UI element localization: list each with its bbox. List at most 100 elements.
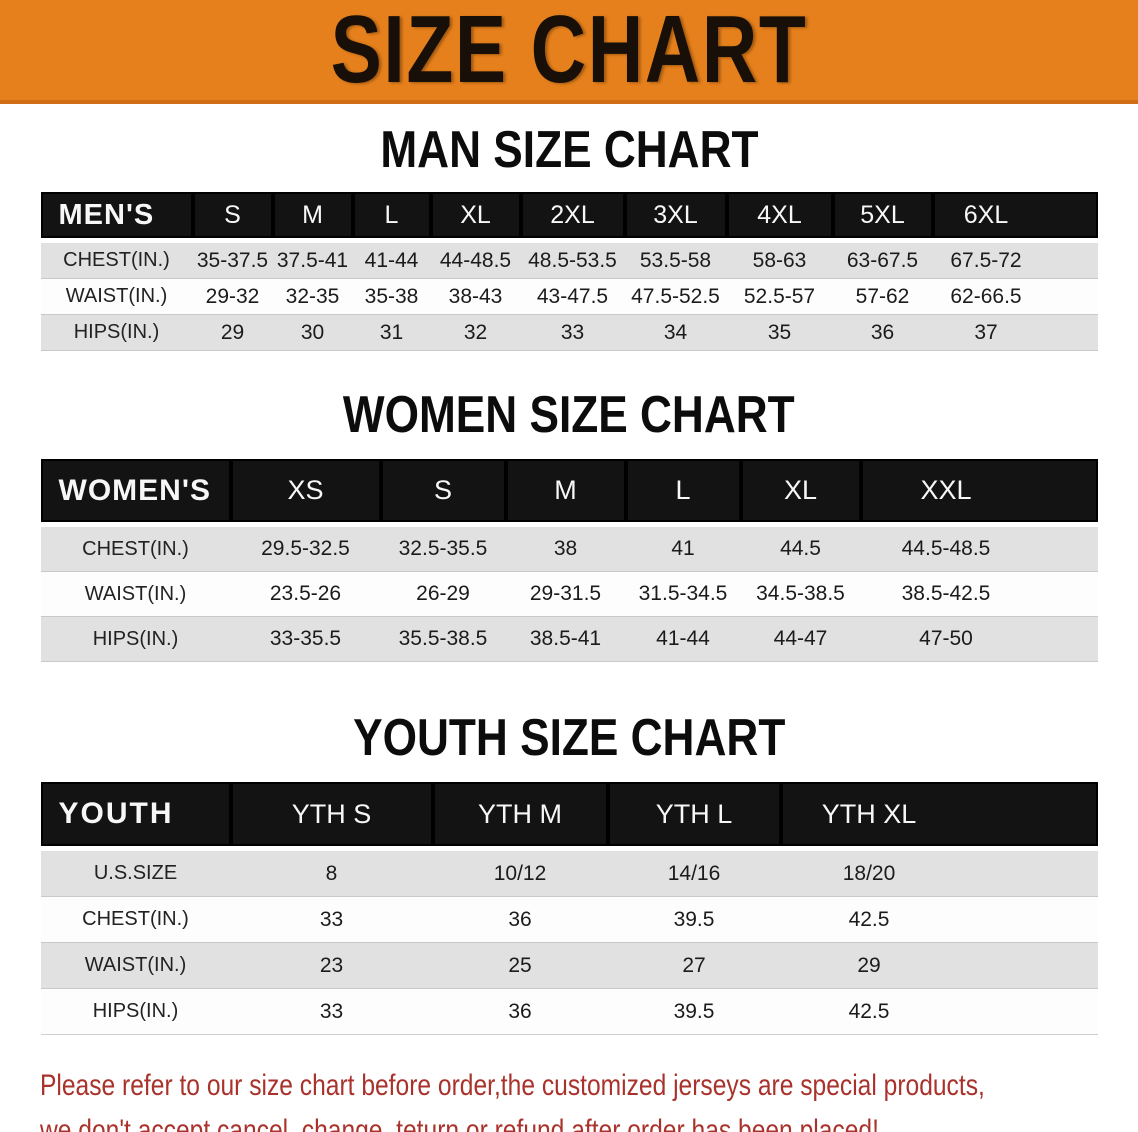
size-value-cell: 57-62	[832, 278, 933, 315]
size-value-cell: 58-63	[726, 240, 833, 279]
size-value-cell: 35-37.5	[192, 240, 273, 279]
measurement-row: CHEST(IN.) 33 36 39.5 42.5	[40, 896, 1098, 943]
size-value-cell: 8	[230, 848, 433, 897]
size-column-header: YTH L	[607, 782, 781, 851]
measurement-row-label: WAIST(IN.)	[40, 278, 193, 315]
size-value-cell: 31.5-34.5	[625, 571, 741, 617]
size-value-cell: 34	[624, 314, 727, 351]
size-table-header-row: MEN'S S M L XL 2XL 3XL 4XL 5XL 6XL	[40, 192, 1098, 243]
size-column-header: YTH M	[432, 782, 608, 851]
size-value-cell: 44.5-48.5	[860, 524, 1098, 572]
size-value-cell: 37	[932, 314, 1098, 351]
table-group-label: MEN'S	[40, 192, 193, 243]
size-value-cell: 41-44	[625, 616, 741, 662]
size-value-cell: 33-35.5	[230, 616, 381, 662]
size-column-header: 5XL	[832, 192, 933, 243]
size-table-header-row: YOUTH YTH S YTH M YTH L YTH XL	[40, 782, 1098, 851]
size-value-cell: 29	[192, 314, 273, 351]
measurement-row-label: WAIST(IN.)	[40, 571, 231, 617]
size-column-header: 3XL	[624, 192, 727, 243]
disclaimer-line-2: we don't accept cancel, change, teturn o…	[40, 1114, 879, 1132]
size-value-cell: 34.5-38.5	[740, 571, 861, 617]
table-group-label: WOMEN'S	[40, 459, 231, 527]
measurement-row: U.S.SIZE 8 10/12 14/16 18/20	[40, 848, 1098, 897]
size-value-cell: 63-67.5	[832, 240, 933, 279]
size-value-cell: 29-32	[192, 278, 273, 315]
size-value-cell: 25	[432, 942, 608, 989]
youth-section-title: YOUTH SIZE CHART	[352, 709, 786, 767]
measurement-row-label: HIPS(IN.)	[40, 314, 193, 351]
men-section-title: MAN SIZE CHART	[379, 121, 759, 179]
size-value-cell: 36	[432, 988, 608, 1035]
men-size-table: MEN'S S M L XL 2XL 3XL 4XL 5XL 6XL CHEST(IN.) 35-37…	[40, 192, 1098, 351]
size-table-header-row: WOMEN'S XS S M L XL XXL	[40, 459, 1098, 527]
measurement-row: WAIST(IN.) 23.5-26 26-29 29-31.5 31.5-34.5 34…	[40, 571, 1098, 617]
measurement-row: CHEST(IN.) 29.5-32.5 32.5-35.5 38 41 44.5 44.5…	[40, 524, 1098, 572]
measurement-row: WAIST(IN.) 23 25 27 29	[40, 942, 1098, 989]
size-value-cell: 47-50	[860, 616, 1098, 662]
size-column-header: L	[352, 192, 431, 243]
size-value-cell: 53.5-58	[624, 240, 727, 279]
size-column-header: M	[272, 192, 353, 243]
size-value-cell: 30	[272, 314, 353, 351]
women-section-title-wrap: WOMEN SIZE CHART	[0, 387, 1138, 443]
size-value-cell: 44-48.5	[430, 240, 521, 279]
size-value-cell: 23.5-26	[230, 571, 381, 617]
measurement-row-label: CHEST(IN.)	[40, 240, 193, 279]
size-value-cell: 41-44	[352, 240, 431, 279]
measurement-row-label: U.S.SIZE	[40, 848, 231, 897]
size-value-cell: 38.5-42.5	[860, 571, 1098, 617]
size-value-cell: 37.5-41	[272, 240, 353, 279]
youth-section-title-wrap: YOUTH SIZE CHART	[0, 710, 1138, 766]
measurement-row-label: HIPS(IN.)	[40, 616, 231, 662]
size-value-cell: 35.5-38.5	[380, 616, 506, 662]
disclaimer: Please refer to our size chart before or…	[40, 1063, 1138, 1132]
size-value-cell: 32	[430, 314, 521, 351]
size-value-cell: 32.5-35.5	[380, 524, 506, 572]
size-value-cell: 33	[230, 988, 433, 1035]
size-value-cell: 48.5-53.5	[520, 240, 625, 279]
size-column-header: 2XL	[520, 192, 625, 243]
size-value-cell: 47.5-52.5	[624, 278, 727, 315]
size-value-cell: 67.5-72	[932, 240, 1098, 279]
size-value-cell: 33	[520, 314, 625, 351]
size-value-cell: 36	[832, 314, 933, 351]
size-value-cell: 38-43	[430, 278, 521, 315]
size-value-cell: 26-29	[380, 571, 506, 617]
women-section-title: WOMEN SIZE CHART	[343, 386, 795, 444]
men-section-title-wrap: MAN SIZE CHART	[0, 122, 1138, 178]
size-value-cell: 29-31.5	[505, 571, 626, 617]
size-value-cell: 38.5-41	[505, 616, 626, 662]
size-column-header: XXL	[860, 459, 1098, 527]
size-column-header: YTH S	[230, 782, 433, 851]
size-value-cell: 42.5	[780, 988, 1098, 1035]
size-value-cell: 18/20	[780, 848, 1098, 897]
size-column-header: XL	[740, 459, 861, 527]
size-column-header: XL	[430, 192, 521, 243]
size-value-cell: 27	[607, 942, 781, 989]
size-value-cell: 32-35	[272, 278, 353, 315]
size-value-cell: 35-38	[352, 278, 431, 315]
measurement-row: HIPS(IN.) 33 36 39.5 42.5	[40, 988, 1098, 1035]
measurement-row: WAIST(IN.) 29-32 32-35 35-38 38-43 43-47.5 47.…	[40, 278, 1098, 315]
size-value-cell: 39.5	[607, 988, 781, 1035]
measurement-row-label: WAIST(IN.)	[40, 942, 231, 989]
size-column-header: 6XL	[932, 192, 1098, 243]
size-value-cell: 43-47.5	[520, 278, 625, 315]
size-column-header: XS	[230, 459, 381, 527]
size-value-cell: 39.5	[607, 896, 781, 943]
measurement-row: HIPS(IN.) 29 30 31 32 33 34 35 36 37	[40, 314, 1098, 351]
measurement-row-label: HIPS(IN.)	[40, 988, 231, 1035]
size-column-header: YTH XL	[780, 782, 1098, 851]
page-title: SIZE CHART	[330, 0, 808, 103]
measurement-row-label: CHEST(IN.)	[40, 524, 231, 572]
size-value-cell: 44-47	[740, 616, 861, 662]
size-value-cell: 52.5-57	[726, 278, 833, 315]
measurement-row-label: CHEST(IN.)	[40, 896, 231, 943]
banner: SIZE CHART	[0, 0, 1138, 104]
size-value-cell: 62-66.5	[932, 278, 1098, 315]
size-value-cell: 33	[230, 896, 433, 943]
size-value-cell: 10/12	[432, 848, 608, 897]
youth-size-table: YOUTH YTH S YTH M YTH L YTH XL U.S.SIZE 8 10/12…	[40, 782, 1098, 1035]
